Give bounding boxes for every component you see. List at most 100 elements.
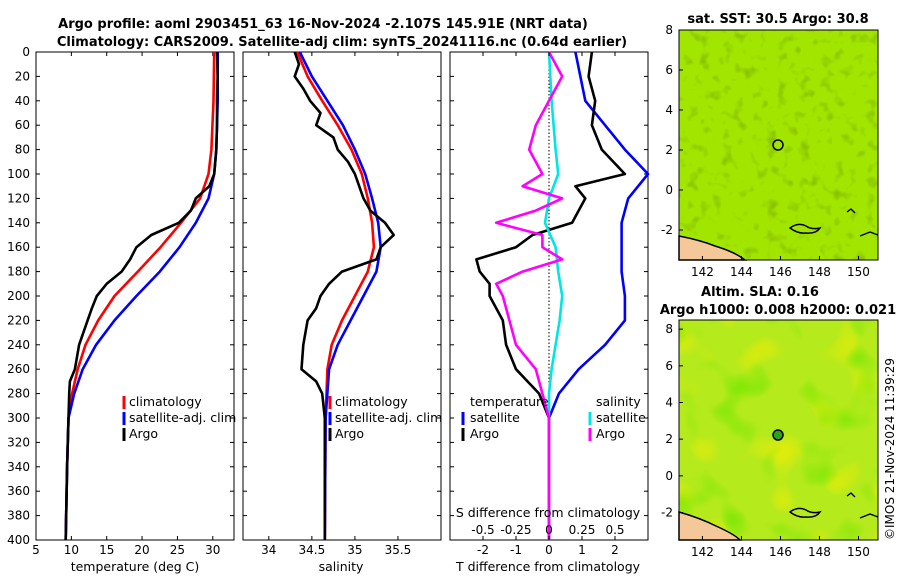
island-outline — [788, 223, 822, 234]
series-argo — [64, 51, 219, 541]
legend-t-argo: Argo — [470, 426, 499, 441]
x-tick-label: 1 — [578, 543, 586, 557]
salinity-panel: 34 34.5 35 35.5 salinity climatology satell… — [242, 51, 442, 574]
map-y-tick-label: -2 — [661, 506, 673, 520]
x-tick-label: 35.5 — [385, 543, 412, 557]
sla-map-title: Altim. SLA: 0.16 — [701, 285, 819, 300]
argo-location-marker — [772, 429, 784, 441]
depth-tick-label: 20 — [15, 69, 30, 83]
x-tick-label: 10 — [64, 543, 79, 557]
map-x-tick-label: 150 — [847, 545, 870, 559]
map-x-tick-label: 150 — [847, 265, 870, 279]
series-t-argo — [475, 51, 627, 540]
s-tick-label: -0.5 — [471, 523, 494, 537]
x-tick-label: -1 — [510, 543, 522, 557]
depth-tick-label: 240 — [7, 338, 30, 352]
copyright-stamp: ©IMOS 21-Nov-2024 11:39:29 — [883, 358, 897, 540]
salinity-xlabel: salinity — [319, 559, 364, 574]
map-y-tick-label: 2 — [665, 143, 673, 157]
map-y-tick-label: 4 — [665, 103, 673, 117]
map-y-tick-label: 6 — [665, 359, 673, 373]
salinity-legend: climatology satellite-adj. clim Argo — [328, 394, 442, 441]
depth-tick-label: 160 — [7, 240, 30, 254]
depth-tick-label: 0 — [22, 45, 30, 59]
s-difference-label: S difference from climatology — [456, 505, 641, 520]
legend-s-satellite: satellite — [596, 410, 646, 425]
legend-satellite: satellite-adj. clim — [335, 410, 442, 425]
temperature-x-axis: 5 10 15 20 25 30 — [32, 52, 220, 557]
temperature-series — [64, 51, 219, 541]
legend-climatology: climatology — [335, 394, 408, 409]
series-satellite-adj-clim — [64, 52, 219, 541]
argo-location-marker — [772, 139, 784, 151]
map-y-tick-label: 8 — [665, 23, 673, 37]
land-mass — [678, 511, 742, 541]
series-t-satellite — [547, 51, 650, 540]
series-satellite-adj-clim — [298, 51, 383, 541]
difference-panel: -2 -1 0 1 2 -0.5 -0.25 0 0.25 0.5 S difference f… — [449, 51, 650, 574]
s-tick-label: 0 — [545, 523, 553, 537]
series-climatology — [296, 51, 376, 541]
depth-tick-label: 220 — [7, 313, 30, 327]
island-outline — [788, 507, 822, 518]
t-diff-x-axis: -2 -1 0 1 2 — [477, 52, 619, 557]
temperature-legend: climatology satellite-adj. clim Argo — [122, 394, 236, 441]
x-tick-label: 25 — [170, 543, 185, 557]
depth-tick-label: 380 — [7, 509, 30, 523]
sst-map-frame — [678, 29, 879, 261]
map-y-tick-label: -2 — [661, 223, 673, 237]
sst-patches — [679, 30, 878, 260]
map-x-tick-label: 148 — [808, 265, 831, 279]
map-y-tick-label: 0 — [665, 183, 673, 197]
t-difference-label: T difference from climatology — [455, 559, 641, 574]
island-outline — [846, 208, 879, 237]
map-x-tick-label: 146 — [769, 545, 792, 559]
s-diff-axis: -0.5 -0.25 0 0.25 0.5 — [471, 523, 624, 537]
depth-tick-label: 60 — [15, 118, 30, 132]
depth-tick-label: 320 — [7, 435, 30, 449]
salinity-x-axis: 34 34.5 35 35.5 — [261, 52, 411, 557]
x-tick-label: 34 — [261, 543, 276, 557]
legend-temperature-header: temperature — [470, 394, 549, 409]
sst-map-axes: 142 144 146 148 150 8 6 4 2 0 -2 — [661, 23, 870, 279]
salinity-series — [293, 51, 396, 541]
legend-satellite: satellite-adj. clim — [129, 410, 236, 425]
map-y-tick-label: 2 — [665, 432, 673, 446]
map-y-tick-label: 0 — [665, 469, 673, 483]
x-tick-label: 5 — [32, 543, 40, 557]
depth-tick-label: 340 — [7, 460, 30, 474]
series-climatology — [64, 51, 216, 541]
depth-tick-label: 200 — [7, 289, 30, 303]
map-x-tick-label: 144 — [730, 545, 753, 559]
sla-map-frame — [678, 319, 879, 541]
s-tick-label: -0.25 — [500, 523, 531, 537]
salinity-axes-frame — [242, 51, 442, 541]
depth-axis: 0 20 40 60 80 100 120 140 160 180 200 220 240 260 280 3… — [7, 45, 648, 547]
map-x-tick-label: 144 — [730, 265, 753, 279]
depth-tick-label: 360 — [7, 484, 30, 498]
sla-map-subtitle: Argo h1000: 0.008 h2000: 0.021 — [660, 303, 896, 318]
legend-climatology: climatology — [129, 394, 202, 409]
temperature-xlabel: temperature (deg C) — [71, 559, 200, 574]
island-outline — [846, 492, 879, 519]
sla-map: Altim. SLA: 0.16 Argo h1000: 0.008 h2000… — [660, 285, 896, 559]
x-tick-label: 15 — [99, 543, 114, 557]
x-tick-label: 20 — [134, 543, 149, 557]
x-tick-label: 34.5 — [299, 543, 326, 557]
series-s-argo — [494, 51, 564, 540]
depth-tick-label: 100 — [7, 167, 30, 181]
depth-tick-label: 80 — [15, 143, 30, 157]
difference-series — [475, 51, 650, 540]
legend-salinity-header: salinity — [596, 394, 641, 409]
x-tick-label: 30 — [205, 543, 220, 557]
title-line-2: Climatology: CARS2009. Satellite-adj cli… — [57, 35, 627, 50]
temperature-panel: 0204060801001201401601802002202402602803… — [7, 45, 648, 574]
x-tick-label: 0 — [545, 543, 553, 557]
map-x-tick-label: 148 — [808, 545, 831, 559]
series-argo — [293, 51, 396, 540]
legend-t-satellite: satellite — [470, 410, 520, 425]
s-tick-label: 0.25 — [569, 523, 596, 537]
land-mass — [678, 235, 748, 261]
x-tick-label: 35 — [347, 543, 362, 557]
